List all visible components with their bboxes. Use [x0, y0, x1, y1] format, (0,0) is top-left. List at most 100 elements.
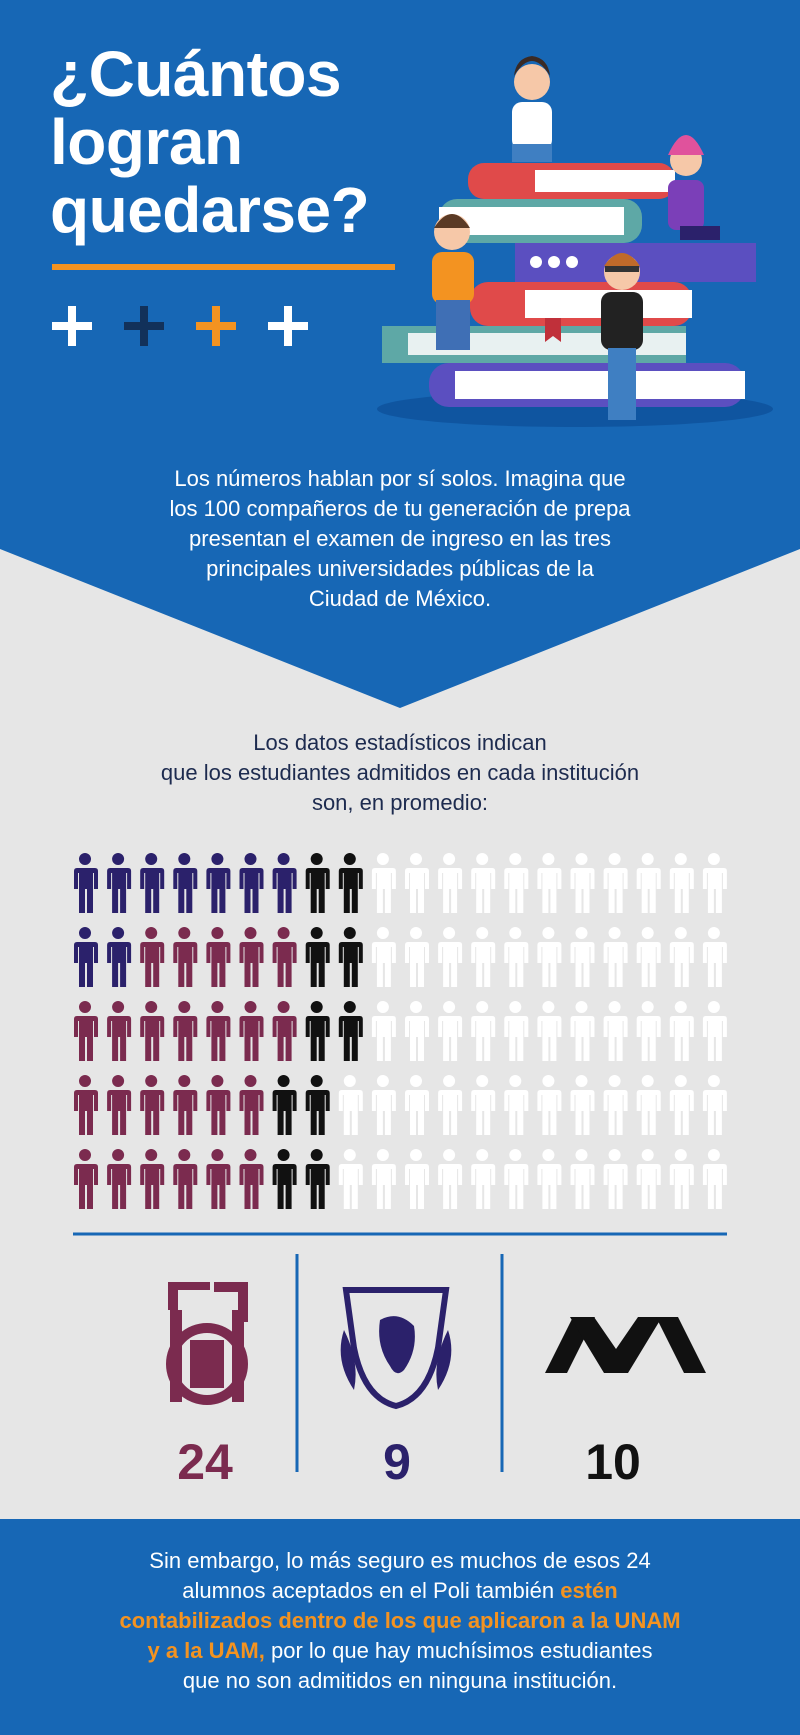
person-icon: [570, 927, 595, 987]
student-icon: [338, 927, 363, 987]
dot: [548, 256, 560, 268]
text-line: Sin embargo, lo más seguro es muchos de …: [0, 1546, 800, 1576]
student-icon: [305, 1001, 330, 1061]
student: [668, 135, 720, 240]
person-icon: [338, 1075, 363, 1135]
logo-part: [379, 1316, 415, 1374]
cross: [52, 306, 92, 346]
logo-part: [190, 1340, 224, 1388]
student-icon: [239, 1149, 264, 1209]
pants: [512, 144, 552, 162]
footer-text: Sin embargo, lo más seguro es muchos de …: [0, 1546, 800, 1696]
student-icon: [74, 1001, 98, 1061]
text-line: que no son admitidos en ninguna instituc…: [0, 1666, 800, 1696]
student-icon: [173, 1001, 198, 1061]
student-icon: [272, 1001, 297, 1061]
person-icon: [636, 1149, 661, 1209]
student: [512, 56, 552, 162]
person-icon: [570, 1075, 595, 1135]
student-icon: [107, 1001, 132, 1061]
person-icon: [371, 1149, 396, 1209]
footer-bg: [0, 1519, 800, 1735]
student-icon: [140, 1075, 165, 1135]
logo-part: [170, 1310, 244, 1402]
dot: [566, 256, 578, 268]
stat-number: 9: [383, 1434, 411, 1490]
cross: [268, 306, 308, 346]
person-icon: [405, 1149, 429, 1209]
text-line: y a la UAM, por lo que hay muchísimos es…: [0, 1636, 800, 1666]
student-icon: [305, 1149, 330, 1209]
person-icon: [405, 853, 429, 913]
shirt: [512, 102, 552, 150]
student-icon: [272, 1075, 297, 1135]
book-pages: [455, 371, 745, 399]
dot: [530, 256, 542, 268]
person-icon: [603, 1001, 628, 1061]
hat: [668, 135, 704, 155]
student-icon: [74, 1075, 98, 1135]
logo-part: [342, 1287, 450, 1410]
student-icon: [173, 1075, 198, 1135]
person-icon: [371, 1075, 396, 1135]
logo-part: [340, 1330, 452, 1390]
logo-part: [570, 1317, 662, 1373]
student-icon: [272, 927, 297, 987]
student-icon: [272, 1149, 297, 1209]
text-segment: Sin embargo, lo más seguro es muchos de …: [149, 1548, 651, 1573]
person-icon: [471, 1075, 496, 1135]
person-icon: [338, 1149, 363, 1209]
person-icon: [438, 927, 463, 987]
student-icon: [239, 853, 264, 913]
glasses: [605, 266, 639, 272]
student-icon: [140, 853, 165, 913]
head: [514, 64, 550, 100]
person-icon: [702, 1001, 727, 1061]
student-icon: [107, 927, 132, 987]
person-icon: [636, 1001, 661, 1061]
person-icon: [471, 853, 496, 913]
student-icon: [173, 853, 198, 913]
crosses: [52, 306, 308, 346]
cross: [196, 306, 236, 346]
person-icon: [603, 1075, 628, 1135]
pants: [680, 226, 720, 240]
person-icon: [603, 927, 628, 987]
shirt: [432, 252, 474, 304]
person-icon: [471, 1001, 496, 1061]
student-icon: [74, 853, 98, 913]
person-icon: [438, 1001, 463, 1061]
person-icon: [405, 1075, 429, 1135]
uam-logo: [545, 1317, 706, 1373]
student-icon: [239, 927, 264, 987]
person-icon: [702, 1075, 727, 1135]
text-line: contabilizados dentro de los que aplicar…: [0, 1606, 800, 1636]
person-icon: [702, 927, 727, 987]
text-segment: por lo que hay muchísimos estudiantes: [264, 1638, 653, 1663]
title-underline: [52, 264, 395, 270]
person-icon: [702, 1149, 727, 1209]
ipn-logo: [166, 1282, 248, 1405]
person-icon: [603, 1149, 628, 1209]
person-icon: [636, 927, 661, 987]
person-icon: [438, 1149, 463, 1209]
person-icon: [570, 1149, 595, 1209]
person-icon: [570, 853, 595, 913]
stat-number: 24: [177, 1434, 233, 1490]
person-icon: [371, 1001, 396, 1061]
pants: [608, 348, 636, 420]
student-icon: [173, 927, 198, 987]
student-icon: [338, 1001, 363, 1061]
text-line: presentan el examen de ingreso en las tr…: [189, 526, 611, 551]
student-icon: [107, 853, 132, 913]
person-icon: [669, 1149, 694, 1209]
stats-text: Los datos estadísticos indican que los es…: [0, 728, 800, 818]
student: [432, 214, 474, 350]
person-icon: [537, 1001, 562, 1061]
student-icon: [239, 1001, 264, 1061]
student-icon: [206, 853, 231, 913]
student-icon: [74, 1149, 98, 1209]
text-segment: alumnos aceptados en el Poli también: [182, 1578, 561, 1603]
person-icon: [537, 1149, 562, 1209]
student-icon: [305, 853, 330, 913]
